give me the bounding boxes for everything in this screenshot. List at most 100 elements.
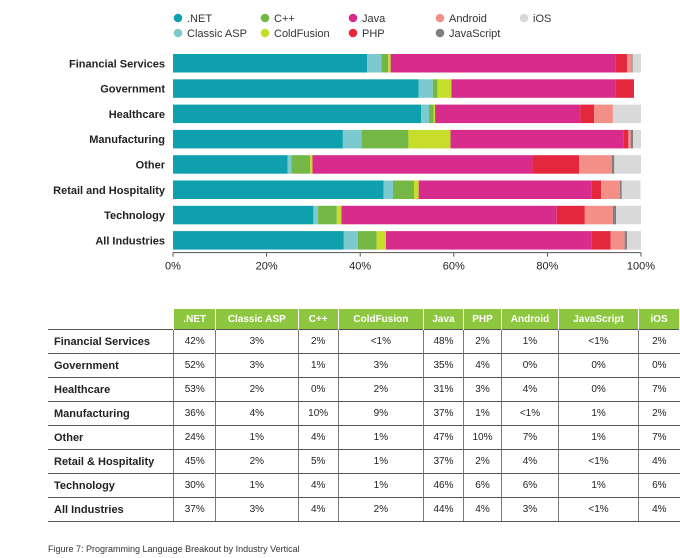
table-cell: 4% xyxy=(638,497,680,522)
bar-segment-coldfusion xyxy=(310,155,313,174)
column-header-net: .NET xyxy=(173,309,217,330)
legend-label: C++ xyxy=(274,13,295,25)
table-cell: 47% xyxy=(423,425,464,450)
x-axis: 0% 20% 40% 60% 80% 100% xyxy=(165,252,655,273)
table-cell: 1% xyxy=(338,425,424,450)
table-cell: 4% xyxy=(298,425,339,450)
bar-segment-php xyxy=(615,79,634,98)
table-cell: 6% xyxy=(501,473,559,498)
table-cell: 4% xyxy=(501,449,559,474)
legend-swatch xyxy=(173,13,183,23)
bar-segment-ios xyxy=(616,205,641,225)
bar-segment-c xyxy=(381,54,389,73)
table-cell: 42% xyxy=(173,329,217,354)
column-header-ios: iOS xyxy=(638,309,680,330)
bar-segment-java xyxy=(341,205,557,225)
figure-caption: Figure 7: Programming Language Breakout … xyxy=(48,544,300,554)
bar-segment-javascript xyxy=(612,205,617,225)
bar-segment-javascript xyxy=(619,180,622,199)
table-cell: 6% xyxy=(463,473,503,498)
column-header-c: C++ xyxy=(298,309,339,330)
bar-segment-android xyxy=(594,104,613,124)
table-cell: <1% xyxy=(338,329,424,354)
bar-segment-php xyxy=(615,54,627,73)
table-cell: 4% xyxy=(298,497,339,522)
table-cell: 0% xyxy=(558,377,640,402)
table-cell: 1% xyxy=(463,401,503,426)
table-cell: 2% xyxy=(215,449,299,474)
legend-swatch xyxy=(435,13,445,23)
table-cell: 3% xyxy=(463,377,503,402)
bar-segment-javascript xyxy=(611,155,615,174)
legend-item-php: PHP xyxy=(348,28,385,40)
table-cell: 1% xyxy=(338,449,424,474)
table-cell: 7% xyxy=(501,425,559,450)
bar-segment-net xyxy=(173,79,419,98)
bar-segment-coldfusion xyxy=(388,54,391,73)
legend-swatch xyxy=(348,13,358,23)
row-header: Government xyxy=(48,353,175,378)
table-cell: 3% xyxy=(215,353,299,378)
table-cell: 2% xyxy=(298,329,339,354)
table-cell: 5% xyxy=(298,449,339,474)
legend-item-android: Android xyxy=(435,13,487,25)
table-cell: 35% xyxy=(423,353,464,378)
table-cell: 10% xyxy=(298,401,339,426)
bar-segment-php xyxy=(556,205,585,225)
bar-segment-classic-asp xyxy=(287,155,292,174)
legend-label: Java xyxy=(362,13,386,25)
legend-item-javascript: JavaScript xyxy=(435,28,500,40)
table-row: Government 52% 3% 1% 3% 35% 4% 0% 0% 0% xyxy=(48,353,680,378)
bar-segment-android xyxy=(584,205,613,225)
table-cell: 4% xyxy=(298,473,339,498)
bar-segment-android xyxy=(610,231,625,250)
x-tick-label: 20% xyxy=(256,261,278,273)
bar-area xyxy=(173,54,641,250)
bar-row-financial-services xyxy=(173,54,641,73)
table-cell: 4% xyxy=(501,377,559,402)
column-header-classic-asp: Classic ASP xyxy=(215,309,299,330)
category-label: Financial Services xyxy=(69,58,165,70)
legend-label: iOS xyxy=(533,13,551,25)
table-cell: 36% xyxy=(173,401,217,426)
table-cell: 3% xyxy=(501,497,559,522)
table-cell: 37% xyxy=(173,497,217,522)
table-cell: 1% xyxy=(558,401,640,426)
bar-segment-ios xyxy=(633,129,641,149)
table-cell: 9% xyxy=(338,401,424,426)
legend-swatch xyxy=(435,28,445,38)
table-cell: 2% xyxy=(338,377,424,402)
bar-segment-java xyxy=(312,155,533,174)
legend-item-net: .NET xyxy=(173,13,212,25)
bar-segment-net xyxy=(173,104,422,124)
bar-segment-c xyxy=(291,155,311,174)
x-tick-label: 100% xyxy=(627,261,655,273)
bar-segment-java xyxy=(435,104,581,124)
table-cell: 24% xyxy=(173,425,217,450)
bar-segment-net xyxy=(173,231,344,250)
bar-segment-net xyxy=(173,205,314,225)
table-cell: 2% xyxy=(463,449,503,474)
table-cell: 1% xyxy=(215,473,299,498)
bar-segment-coldfusion xyxy=(376,231,386,250)
table-cell: 1% xyxy=(558,473,640,498)
breakdown-table-wrap: .NET Classic ASP C++ ColdFusion Java PHP Andro… xyxy=(48,309,680,522)
column-header-php: PHP xyxy=(463,309,503,330)
row-header: Healthcare xyxy=(48,377,175,402)
bar-segment-c xyxy=(392,180,415,199)
table-cell: 3% xyxy=(338,353,424,378)
table-cell: 1% xyxy=(501,329,559,354)
bar-segment-c xyxy=(357,231,377,250)
chart-legend: .NET Classic ASP C++ ColdFusion Java PHP Andro… xyxy=(173,13,551,40)
column-header-javascript: JavaScript xyxy=(558,309,640,330)
table-cell: 37% xyxy=(423,401,464,426)
bar-segment-java xyxy=(450,129,624,149)
table-cell: 37% xyxy=(423,449,464,474)
stacked-bar-chart: .NET Classic ASP C++ ColdFusion Java PHP Andro… xyxy=(53,13,655,273)
bar-segment-coldfusion xyxy=(408,129,451,149)
bar-segment-classic-asp xyxy=(367,54,382,73)
bar-segment-coldfusion xyxy=(414,180,419,199)
bar-segment-android xyxy=(628,129,631,149)
column-header-android: Android xyxy=(501,309,559,330)
bar-segment-android xyxy=(579,155,612,174)
